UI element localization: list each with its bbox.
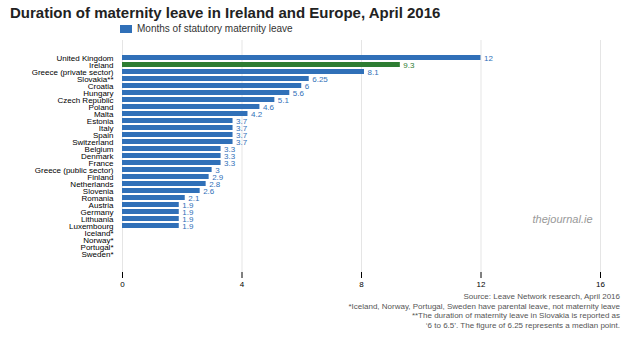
html-text:*Iceland, Norway, Portugal, Sw: *Iceland, Norway, Portugal, Sweden have … <box>348 301 620 311</box>
svg-text:Slovenia: Slovenia <box>82 186 114 196</box>
svg-text:3.3: 3.3 <box>224 144 236 154</box>
svg-text:2.8: 2.8 <box>209 179 221 189</box>
svg-text:4: 4 <box>240 280 245 289</box>
svg-text:Slovakia**: Slovakia** <box>77 74 114 84</box>
svg-text:thejournal.ie: thejournal.ie <box>533 213 593 225</box>
svg-text:1.9: 1.9 <box>182 207 194 217</box>
html-text:Months of statutory maternity: Months of statutory maternity leave <box>137 23 293 34</box>
svg-text:Spain: Spain <box>93 130 114 140</box>
svg-text:Greece (public sector): Greece (public sector) <box>34 165 114 175</box>
svg-text:Lithuania: Lithuania <box>81 214 114 224</box>
svg-text:3.3: 3.3 <box>224 151 236 161</box>
svg-text:Switzerland: Switzerland <box>72 137 114 147</box>
svg-text:3: 3 <box>215 165 220 175</box>
svg-text:2.6: 2.6 <box>203 187 215 196</box>
svg-text:Ireland: Ireland <box>89 60 114 70</box>
svg-text:8.1: 8.1 <box>367 68 379 77</box>
svg-text:12: 12 <box>484 54 493 63</box>
svg-text:Romania: Romania <box>81 193 114 203</box>
svg-text:Czech Republic: Czech Republic <box>57 95 114 105</box>
svg-text:1.9: 1.9 <box>182 214 194 224</box>
svg-text:3.7: 3.7 <box>236 123 248 133</box>
svg-text:16: 16 <box>596 280 605 289</box>
svg-text:Sweden*: Sweden* <box>81 250 113 259</box>
svg-text:Greece (private sector): Greece (private sector) <box>31 67 114 77</box>
svg-text:Iceland*: Iceland* <box>84 228 114 238</box>
html-text:**The duration of maternity le: **The duration of maternity leave in Slo… <box>411 311 620 320</box>
svg-text:Poland: Poland <box>88 102 114 112</box>
html-text:Duration of maternity leave in: Duration of maternity leave in Ireland a… <box>10 4 441 21</box>
svg-text:Malta: Malta <box>93 109 114 119</box>
svg-text:6.25: 6.25 <box>312 75 328 84</box>
svg-text:3.3: 3.3 <box>224 159 236 168</box>
svg-text:2.9: 2.9 <box>212 172 224 182</box>
svg-text:0: 0 <box>120 280 125 289</box>
svg-text:3.7: 3.7 <box>236 130 248 140</box>
svg-text:Denmark: Denmark <box>81 151 114 161</box>
svg-text:1.9: 1.9 <box>182 222 194 231</box>
svg-text:12: 12 <box>477 280 486 289</box>
svg-text:Netherlands: Netherlands <box>70 179 114 189</box>
svg-text:8: 8 <box>359 280 364 289</box>
svg-text:United Kingdom: United Kingdom <box>56 53 114 63</box>
svg-text:Belgium: Belgium <box>84 144 114 154</box>
svg-text:4.2: 4.2 <box>251 110 263 119</box>
svg-text:Portugal*: Portugal* <box>80 242 114 252</box>
svg-text:4.6: 4.6 <box>263 103 275 112</box>
svg-text:Croatia: Croatia <box>87 81 114 91</box>
svg-text:9.3: 9.3 <box>403 61 415 70</box>
svg-text:5.1: 5.1 <box>278 96 290 105</box>
svg-text:Germany: Germany <box>80 207 114 217</box>
html-text:‘6 to 6.5’. The figure of 6.25: ‘6 to 6.5’. The figure of 6.25 represent… <box>425 320 620 330</box>
svg-text:3.7: 3.7 <box>236 138 248 147</box>
svg-text:Austria: Austria <box>88 200 114 210</box>
svg-text:Italy: Italy <box>98 123 114 133</box>
svg-text:1.9: 1.9 <box>182 200 194 210</box>
svg-text:Hungary: Hungary <box>83 88 114 98</box>
html-text:Source: Leave Network research: Source: Leave Network research, April 20… <box>463 292 620 301</box>
svg-text:3.7: 3.7 <box>236 116 248 126</box>
svg-text:Norway*: Norway* <box>83 235 114 245</box>
svg-text:Estonia: Estonia <box>86 116 114 126</box>
svg-text:Luxembourg: Luxembourg <box>69 221 114 231</box>
svg-text:Finland: Finland <box>87 172 114 182</box>
svg-text:5.6: 5.6 <box>293 89 305 98</box>
svg-text:6: 6 <box>305 82 310 91</box>
svg-text:2.1: 2.1 <box>188 193 200 203</box>
svg-text:France: France <box>88 158 114 168</box>
